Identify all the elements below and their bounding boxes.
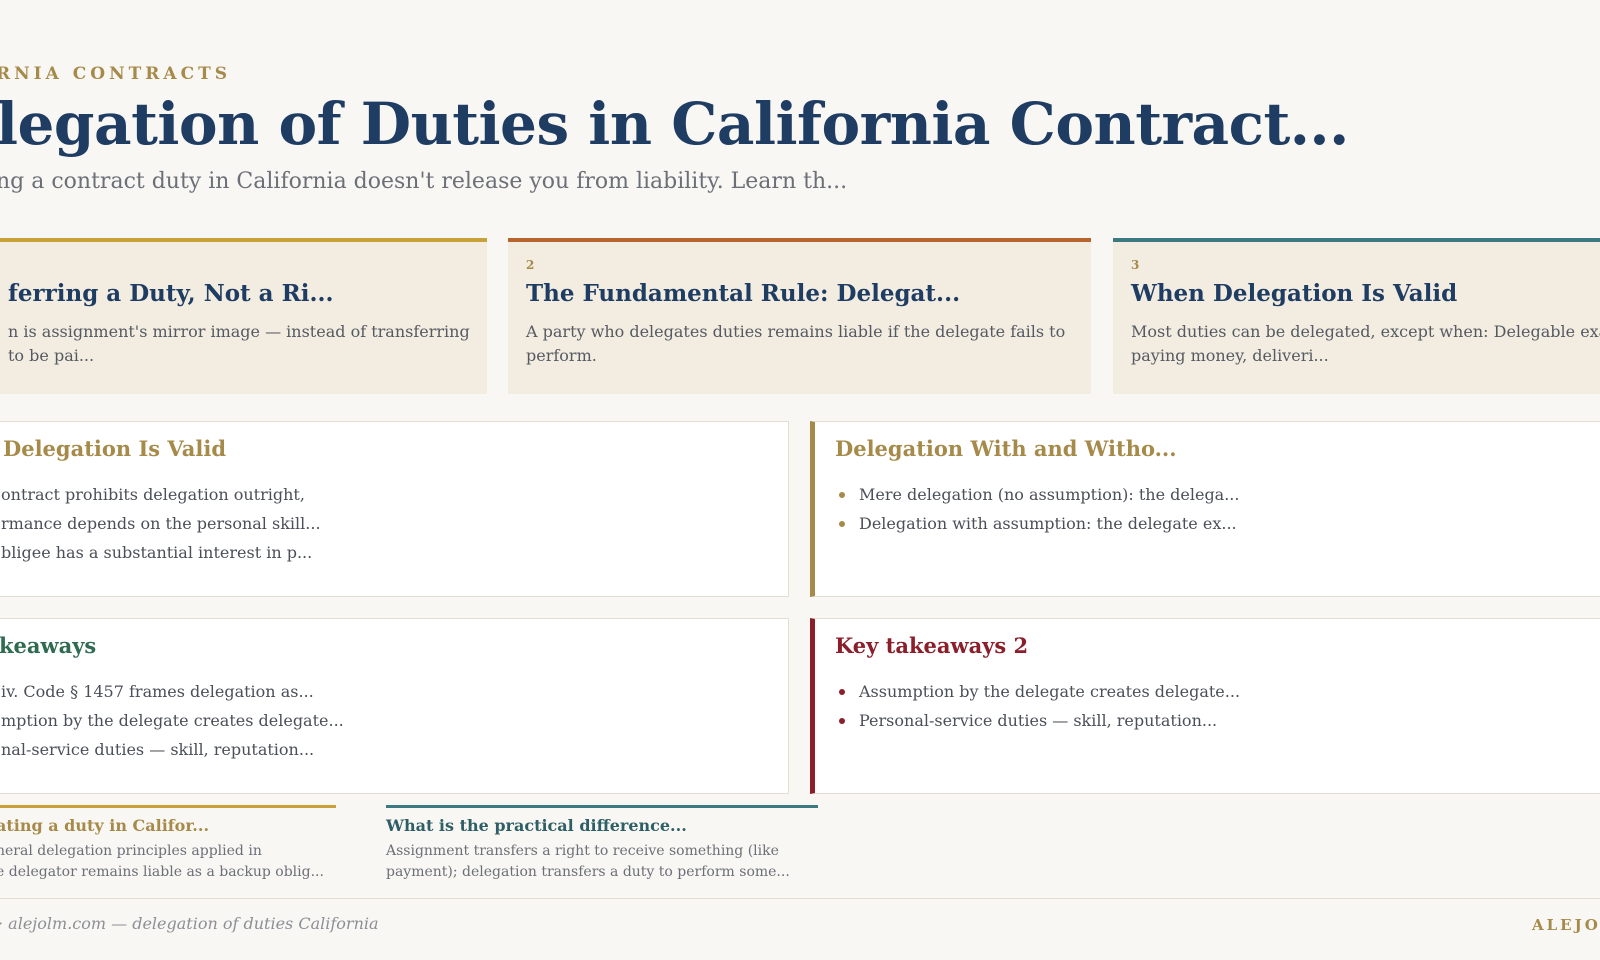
list-item: iv. Code § 1457 frames delegation as... (1, 682, 314, 701)
list-item: Assumption by the delegate creates deleg… (835, 677, 1240, 706)
faq-answer-line: Assignment transfers a right to receive … (386, 843, 779, 859)
list-item: rmance depends on the personal skill... (1, 514, 321, 533)
faq-item-2[interactable]: What is the practical difference... Assi… (386, 805, 818, 883)
footer-divider (0, 898, 1600, 899)
list-item: Delegation with assumption: the delegate… (835, 509, 1239, 538)
eyebrow-label: RNIA CONTRACTS (0, 64, 232, 84)
step-body: A party who delegates duties remains lia… (526, 322, 1066, 365)
page-subtitle: ng a contract duty in California doesn't… (0, 169, 848, 194)
step-card-2: 2 The Fundamental Rule: Delegat... A par… (508, 238, 1091, 394)
page-title: legation of Duties in California Contrac… (0, 90, 1349, 158)
step-number: 3 (1131, 258, 1140, 272)
faq-question[interactable]: What is the practical difference... (386, 816, 687, 835)
panel-list: ontract prohibits delegation outright, r… (1, 480, 321, 567)
step-body: Most duties can be delegated, except whe… (1131, 322, 1600, 365)
faq-question[interactable]: ating a duty in Califor... (0, 816, 210, 835)
list-item: ontract prohibits delegation outright, (1, 485, 305, 504)
panel-takeaways-2: Key takeaways 2 Assumption by the delega… (810, 618, 1600, 794)
panel-title: keaways (0, 633, 97, 658)
faq-item-1[interactable]: ating a duty in Califor... neral delegat… (0, 805, 336, 883)
panel-list: Assumption by the delegate creates deleg… (835, 677, 1240, 735)
faq-answer-line: e delegator remains liable as a backup o… (0, 864, 324, 880)
step-body: n is assignment's mirror image — instead… (8, 322, 470, 365)
footer-brand: ALEJO (1532, 916, 1600, 934)
panel-when-valid: Delegation Is Valid ontract prohibits de… (0, 421, 789, 597)
step-card-3: 3 When Delegation Is Valid Most duties c… (1113, 238, 1600, 394)
list-item: nal-service duties — skill, reputation..… (1, 740, 315, 759)
step-card-1: ferring a Duty, Not a Ri... n is assignm… (0, 238, 487, 394)
faq-answer-line: payment); delegation transfers a duty to… (386, 864, 790, 880)
list-item: bligee has a substantial interest in p..… (1, 543, 313, 562)
panel-title: Key takeaways 2 (835, 633, 1029, 658)
list-item: mption by the delegate creates delegate.… (1, 711, 344, 730)
step-number: 2 (526, 258, 535, 272)
list-item: Mere delegation (no assumption): the del… (835, 480, 1239, 509)
panel-list: iv. Code § 1457 frames delegation as... … (1, 677, 344, 764)
panel-list: Mere delegation (no assumption): the del… (835, 480, 1239, 538)
step-title: When Delegation Is Valid (1131, 280, 1458, 307)
panel-takeaways: keaways iv. Code § 1457 frames delegatio… (0, 618, 789, 794)
panel-title: Delegation With and Witho... (835, 436, 1177, 461)
panel-title: Delegation Is Valid (3, 436, 227, 461)
footer-source: · alejolm.com — delegation of duties Cal… (0, 914, 379, 933)
panel-with-without: Delegation With and Witho... Mere delega… (810, 421, 1600, 597)
step-title: ferring a Duty, Not a Ri... (8, 280, 334, 307)
faq-answer-line: neral delegation principles applied in (0, 843, 262, 859)
step-title: The Fundamental Rule: Delegat... (526, 280, 961, 307)
list-item: Personal-service duties — skill, reputat… (835, 706, 1240, 735)
